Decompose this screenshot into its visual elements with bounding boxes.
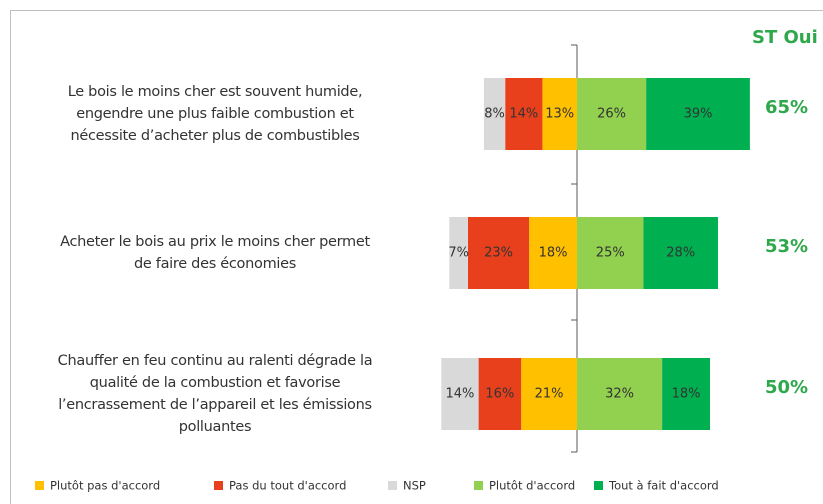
- legend-label: Pas du tout d'accord: [229, 479, 346, 493]
- segment-label: 14%: [509, 107, 538, 122]
- category-label: Chauffer en feu continu au ralenti dégra…: [58, 353, 373, 369]
- category-label: de faire des économies: [134, 256, 296, 272]
- bar-segment: [662, 358, 710, 430]
- bar-segment: [505, 78, 543, 150]
- legend-swatch: [474, 481, 483, 490]
- category-label: nécessite d’acheter plus de combustibles: [71, 128, 360, 144]
- category-label: l’encrassement de l’appareil et les émis…: [58, 397, 372, 413]
- category-label: Le bois le moins cher est souvent humide…: [68, 84, 363, 100]
- legend-swatch: [594, 481, 603, 490]
- bar-segment: [577, 217, 644, 289]
- bar-segment: [529, 217, 577, 289]
- bar-segment: [521, 358, 577, 430]
- total-header: ST Oui: [752, 27, 818, 48]
- bar-segment: [577, 78, 647, 150]
- bar-segment: [483, 78, 506, 150]
- segment-label: 26%: [597, 107, 626, 122]
- segment-label: 18%: [672, 387, 701, 402]
- segment-label: 21%: [535, 387, 564, 402]
- legend-label: Plutôt d'accord: [489, 479, 575, 493]
- bar-segment: [577, 358, 663, 430]
- segment-label: 25%: [596, 246, 625, 261]
- segment-label: 14%: [446, 387, 475, 402]
- legend-swatch: [388, 481, 397, 490]
- legend-swatch: [214, 481, 223, 490]
- bar-segment: [478, 358, 522, 430]
- bar-segment: [449, 217, 468, 289]
- bar-segment: [542, 78, 577, 150]
- legend-label: Tout à fait d'accord: [608, 479, 719, 493]
- segment-label: 32%: [605, 387, 634, 402]
- segment-label: 18%: [539, 246, 568, 261]
- segment-label: 16%: [485, 387, 514, 402]
- legend-swatch: [35, 481, 44, 490]
- bar-segment: [441, 358, 479, 430]
- segment-label: 13%: [545, 107, 574, 122]
- category-label: Acheter le bois au prix le moins cher pe…: [60, 234, 370, 250]
- category-label: polluantes: [179, 419, 252, 435]
- category-label: qualité de la combustion et favorise: [90, 375, 341, 391]
- legend-label: NSP: [403, 479, 426, 493]
- total-label: 65%: [765, 97, 808, 118]
- bar-segment: [467, 217, 530, 289]
- segment-label: 8%: [484, 107, 505, 122]
- segment-label: 28%: [666, 246, 695, 261]
- bar-segment: [643, 217, 718, 289]
- segment-label: 39%: [684, 107, 713, 122]
- frame: [10, 10, 823, 504]
- bar-segment: [646, 78, 750, 150]
- total-label: 50%: [765, 377, 808, 398]
- category-label: engendre une plus faible combustion et: [76, 106, 354, 122]
- segment-label: 7%: [448, 246, 469, 261]
- legend-label: Plutôt pas d'accord: [50, 479, 160, 493]
- total-label: 53%: [765, 236, 808, 257]
- segment-label: 23%: [484, 246, 513, 261]
